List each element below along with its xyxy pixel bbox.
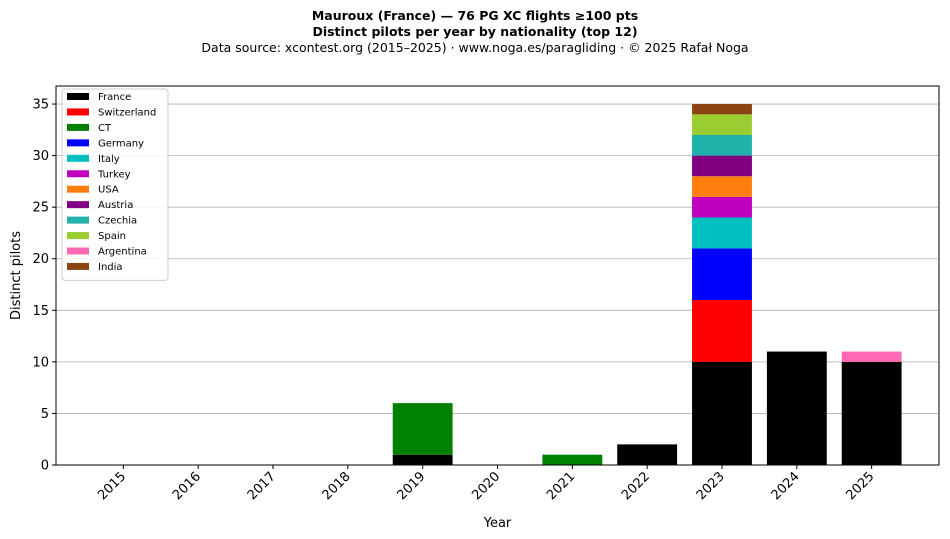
legend-swatch [67,185,89,193]
bar-segment-usa-2023 [692,176,752,197]
bar-segment-france-2019 [392,454,453,465]
bar-segment-france-2022 [617,444,678,465]
bar-segment-france-2024 [766,351,827,465]
bar-segment-france-2025 [841,361,902,465]
chart-title-line2: Distinct pilots per year by nationality … [312,24,638,39]
bar-segment-india-2023 [692,104,752,115]
legend-label: India [98,262,123,273]
legend-label: Germany [98,138,144,149]
bar-segment-argentina-2025 [841,351,902,362]
y-tick-label: 25 [32,201,49,216]
y-tick-label: 20 [32,252,49,267]
legend-swatch [67,154,89,162]
x-tick-label: 2016 [170,469,204,503]
x-tick-label: 2023 [694,469,728,503]
x-tick-label: 2019 [394,469,428,503]
x-axis-label: Year [483,516,512,531]
y-tick-label: 30 [32,149,49,164]
legend-swatch [67,247,89,255]
x-tick-label: 2021 [544,469,578,503]
legend-label: Austria [98,200,133,211]
x-tick-label: 2025 [843,469,877,503]
bar-segment-spain-2023 [692,114,752,135]
bar-segment-ct-2019 [392,403,453,455]
x-tick-label: 2018 [320,469,354,503]
y-tick-label: 0 [41,459,49,474]
legend-swatch [67,93,89,100]
legend-label: Italy [98,154,120,165]
x-tick-label: 2015 [95,469,129,503]
chart-title: Mauroux (France) — 76 PG XC flights ≥100… [311,8,639,23]
legend-label: Argentina [98,247,147,258]
x-tick-label: 2024 [769,469,803,503]
x-tick-label: 2020 [469,469,503,503]
legend: France Switzerland CT Germany Italy Turkey USA… [61,88,169,281]
y-tick-label: 10 [32,355,49,370]
legend-swatch [67,139,89,147]
legend-swatch [67,216,89,224]
y-tick-label: 35 [32,98,49,113]
bar-segment-france-2023 [692,361,752,465]
bar-segment-turkey-2023 [692,196,752,218]
legend-label: Turkey [97,169,131,180]
legend-label: USA [98,185,119,196]
legend-swatch [67,262,89,270]
legend-label: CT [98,123,112,134]
chart-subtitle: Data source: xcontest.org (2015–2025) · … [201,40,749,55]
legend-swatch [67,232,89,240]
y-axis-label: Distinct pilots [9,231,24,320]
legend-swatch [67,123,89,131]
bars [392,104,902,465]
y-tick-label: 5 [41,407,49,422]
legend-label: France [98,92,131,103]
legend-swatch [67,108,89,116]
bar-segment-austria-2023 [692,155,752,177]
legend-swatch [67,201,89,209]
legend-label: Spain [98,231,126,242]
bar-segment-ct-2021 [542,454,603,465]
legend-swatch [67,170,89,178]
bar-segment-switzerland-2023 [692,299,752,362]
bar-segment-italy-2023 [692,217,752,249]
bar-segment-czechia-2023 [692,134,752,156]
legend-label: Czechia [98,216,137,227]
legend-label: Switzerland [98,107,156,118]
x-tick-label: 2022 [619,469,653,503]
bar-segment-germany-2023 [692,248,752,300]
x-tick-label: 2017 [245,469,279,503]
y-tick-label: 15 [32,304,49,319]
chart-title-block: Mauroux (France) — 76 PG XC flights ≥100… [0,8,950,56]
